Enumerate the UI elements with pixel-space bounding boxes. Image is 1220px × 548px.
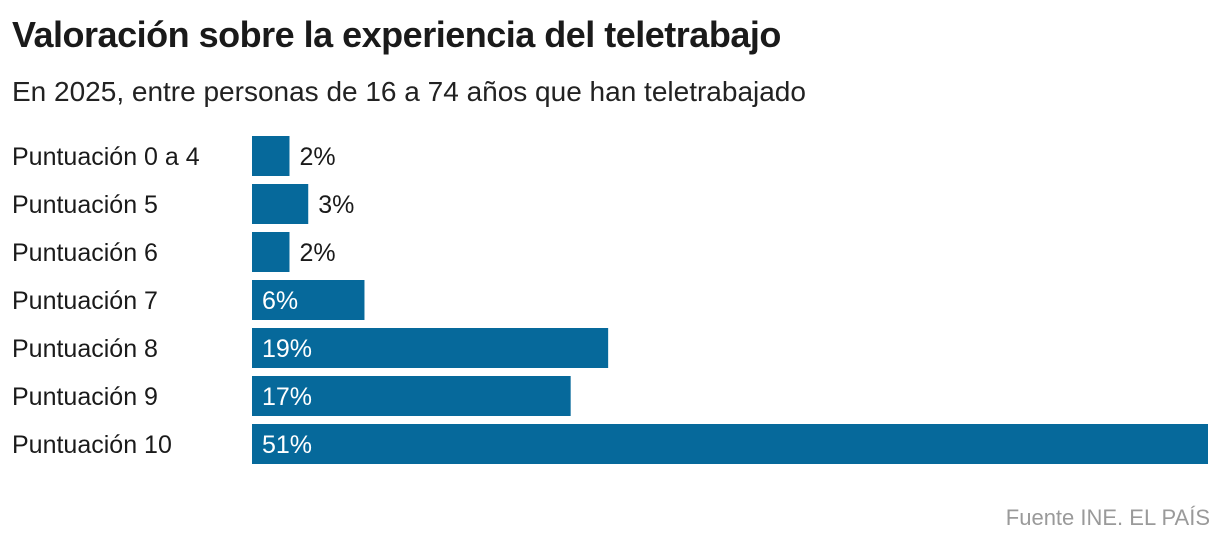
data-label: 6% [262,287,298,315]
data-label: 17% [262,383,312,411]
bar [252,376,571,416]
data-label: 19% [262,335,312,363]
bar [252,280,365,320]
bar [252,424,1208,464]
category-label: Puntuación 10 [12,431,172,459]
data-label: 3% [318,191,354,219]
data-label: 51% [262,431,312,459]
data-label: 2% [299,239,335,267]
bar [252,232,290,272]
source-note: Fuente INE. EL PAÍS [1005,505,1210,530]
data-label: 2% [299,143,335,171]
category-label: Puntuación 0 a 4 [12,143,200,171]
bar [252,328,609,368]
category-label: Puntuación 6 [12,239,158,267]
category-label: Puntuación 9 [12,383,158,411]
bar [252,136,290,176]
category-label: Puntuación 7 [12,287,158,315]
bar [252,184,309,224]
chart-title: Valoración sobre la experiencia del tele… [12,14,781,55]
category-label: Puntuación 5 [12,191,158,219]
chart-subtitle: En 2025, entre personas de 16 a 74 años … [12,76,806,107]
category-label: Puntuación 8 [12,335,158,363]
